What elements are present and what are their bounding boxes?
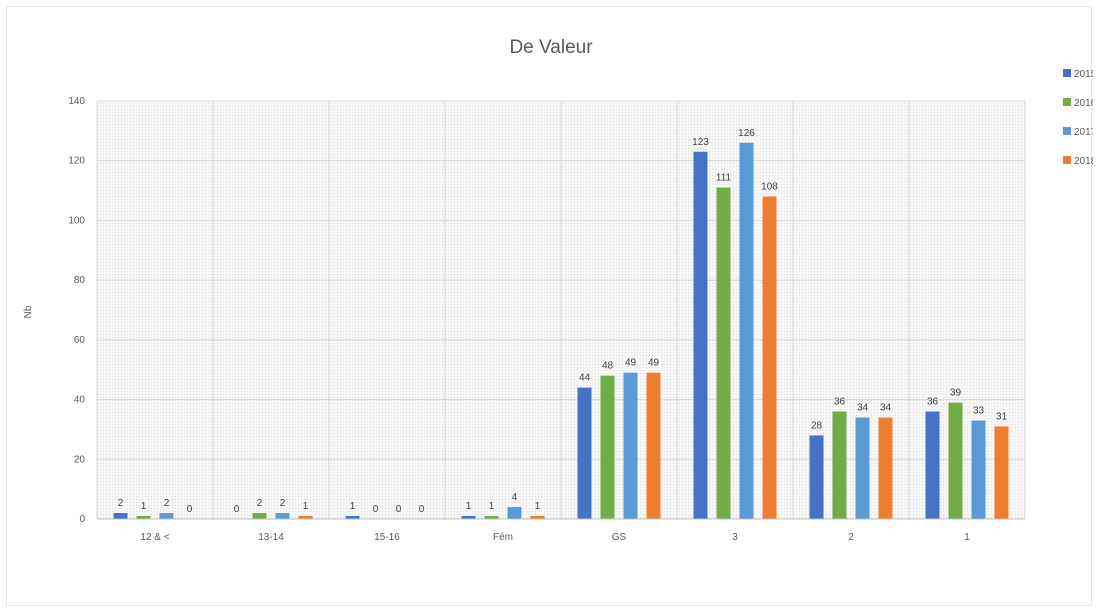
data-label: 1 [141,501,147,512]
y-axis-label: Nb [23,305,34,318]
bar [113,513,128,519]
bar [762,196,777,520]
y-tick-label: 40 [74,395,86,406]
data-label: 0 [373,504,379,515]
data-label: 2 [257,498,263,509]
chart-frame: De Valeur Nb 0 20 40 60 80 100 120 140 2 1 2 0 12 & … [6,6,1097,606]
bar [623,372,638,519]
data-label: 0 [234,504,240,515]
bar [971,420,986,519]
bar [925,411,940,519]
legend-label: 2015 [1074,69,1093,80]
y-tick-label: 20 [74,454,86,465]
bar [855,417,870,519]
data-label: 34 [857,402,869,413]
data-label: 34 [880,402,892,413]
bar [275,513,290,519]
legend-label: 2017 [1074,127,1093,138]
data-label: 123 [692,137,709,148]
bar [484,516,499,519]
chart-title: De Valeur [509,37,593,58]
data-label: 1 [466,501,472,512]
data-label: 44 [579,373,591,384]
bar [948,402,963,519]
legend: 2015 2016 2017 2018 [1063,69,1097,167]
y-tick-label: 80 [74,275,86,286]
bar [461,516,476,519]
bar [693,151,708,519]
bar [832,411,847,519]
data-label: 1 [303,501,309,512]
data-label: 49 [648,358,660,369]
x-tick-label: 2 [848,532,854,543]
data-label: 126 [738,128,755,139]
data-label: 0 [187,504,193,515]
data-label: 36 [834,397,846,408]
data-label: 39 [950,388,962,399]
bar [716,187,731,520]
y-tick-label: 60 [74,335,86,346]
x-tick-label: 13-14 [258,532,284,543]
x-tick-label: 3 [732,532,738,543]
data-label: 0 [419,504,425,515]
legend-swatch [1063,69,1071,77]
legend-swatch [1063,156,1071,164]
x-tick-label: 12 & < [140,532,169,543]
data-label: 111 [716,173,732,184]
data-label: 4 [512,492,518,503]
bar [298,516,313,519]
data-label: 0 [396,504,402,515]
data-label: 36 [927,397,939,408]
data-label: 2 [164,498,170,509]
y-tick-label: 0 [79,514,85,525]
bar [646,372,661,519]
y-tick-label: 120 [68,156,85,167]
bar [739,142,754,520]
data-label: 28 [811,420,823,431]
bar [878,417,893,519]
bar [600,375,615,519]
bar [994,426,1009,519]
x-tick-label: GS [612,532,627,543]
data-label: 48 [602,361,614,372]
data-label: 1 [350,501,356,512]
data-label: 2 [280,498,286,509]
legend-label: 2016 [1074,98,1093,109]
y-tick-label: 100 [68,215,85,226]
x-tick-label: 1 [964,532,970,543]
bar [507,507,522,519]
legend-label: 2018 [1074,156,1093,167]
data-label: 2 [118,498,124,509]
data-label: 33 [973,405,985,416]
x-tick-label: Fém [493,532,513,543]
data-label: 1 [535,501,541,512]
data-label: 31 [996,411,1008,422]
legend-swatch [1063,98,1071,106]
data-label: 49 [625,358,637,369]
legend-swatch [1063,127,1071,135]
data-label: 1 [489,501,495,512]
bar [577,387,592,519]
data-label: 108 [761,182,778,193]
bar [252,513,267,519]
x-tick-label: 15-16 [374,532,400,543]
bar [159,513,174,519]
bar [136,516,151,519]
bar [345,516,360,519]
y-tick-label: 140 [68,96,85,107]
bar [809,435,824,519]
bar [530,516,545,519]
